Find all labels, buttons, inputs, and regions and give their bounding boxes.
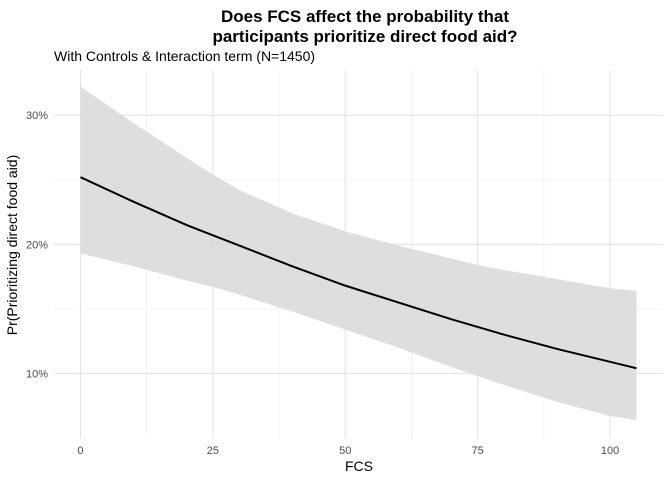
y-tick-label: 10% [26,368,48,380]
x-tick-label: 0 [77,445,83,457]
x-tick-label: 25 [207,445,219,457]
y-axis-title: Pr(Prioritizing direct food aid) [4,155,20,336]
x-tick-label: 75 [472,445,484,457]
chart-subtitle: With Controls & Interaction term (N=1450… [54,48,315,64]
y-axis-ticks: 10% 20% 30% [26,110,48,380]
confidence-ribbon [80,86,637,420]
chart-title-line-2: participants prioritize direct food aid? [212,27,517,46]
x-tick-label: 50 [339,445,351,457]
x-tick-label: 100 [601,445,619,457]
y-tick-label: 30% [26,110,48,122]
fitted-line [80,176,637,370]
chart-title-line-1: Does FCS affect the probability that [221,7,509,26]
x-axis-ticks: 0 25 50 75 100 [77,445,619,457]
y-tick-label: 20% [26,239,48,251]
x-axis-title: FCS [345,458,373,474]
